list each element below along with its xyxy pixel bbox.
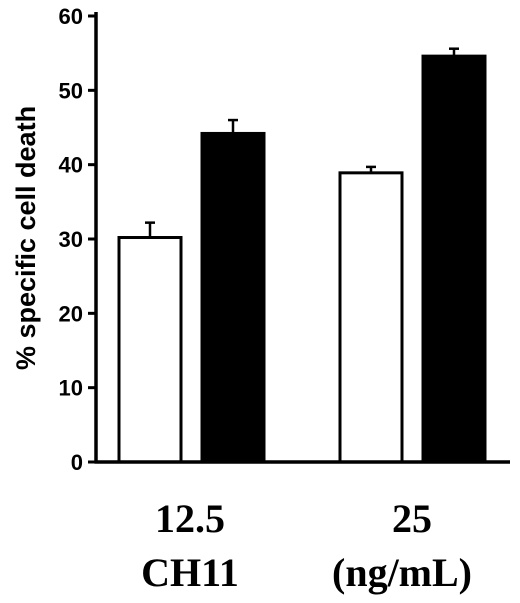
- x-category-label-0: 12.5: [155, 496, 225, 541]
- y-tick-label: 60: [59, 4, 83, 29]
- y-tick-label: 40: [59, 153, 83, 178]
- y-tick-label: 50: [59, 78, 83, 103]
- y-tick-label: 0: [71, 450, 83, 475]
- bar-s1-c0: [200, 131, 266, 464]
- y-tick-label: 10: [59, 376, 83, 401]
- bar-s0-c0: [117, 236, 183, 464]
- y-tick-label: 20: [59, 301, 83, 326]
- x-caption-right: (ng/mL): [332, 550, 472, 595]
- y-tick-label: 30: [59, 227, 83, 252]
- bar-s0-c1: [338, 171, 404, 464]
- x-caption-left: CH11: [141, 550, 239, 595]
- x-category-label-1: 25: [392, 496, 432, 541]
- y-axis-label: % specific cell death: [11, 106, 41, 370]
- bar-s1-c1: [421, 54, 487, 464]
